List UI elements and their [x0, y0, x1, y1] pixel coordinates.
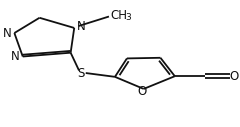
Text: O: O — [138, 85, 147, 98]
Text: 3: 3 — [125, 13, 131, 22]
Text: N: N — [77, 20, 85, 33]
Text: O: O — [230, 70, 239, 83]
Text: S: S — [78, 67, 85, 80]
Text: N: N — [3, 27, 12, 39]
Text: CH: CH — [110, 9, 127, 22]
Text: N: N — [11, 50, 20, 63]
